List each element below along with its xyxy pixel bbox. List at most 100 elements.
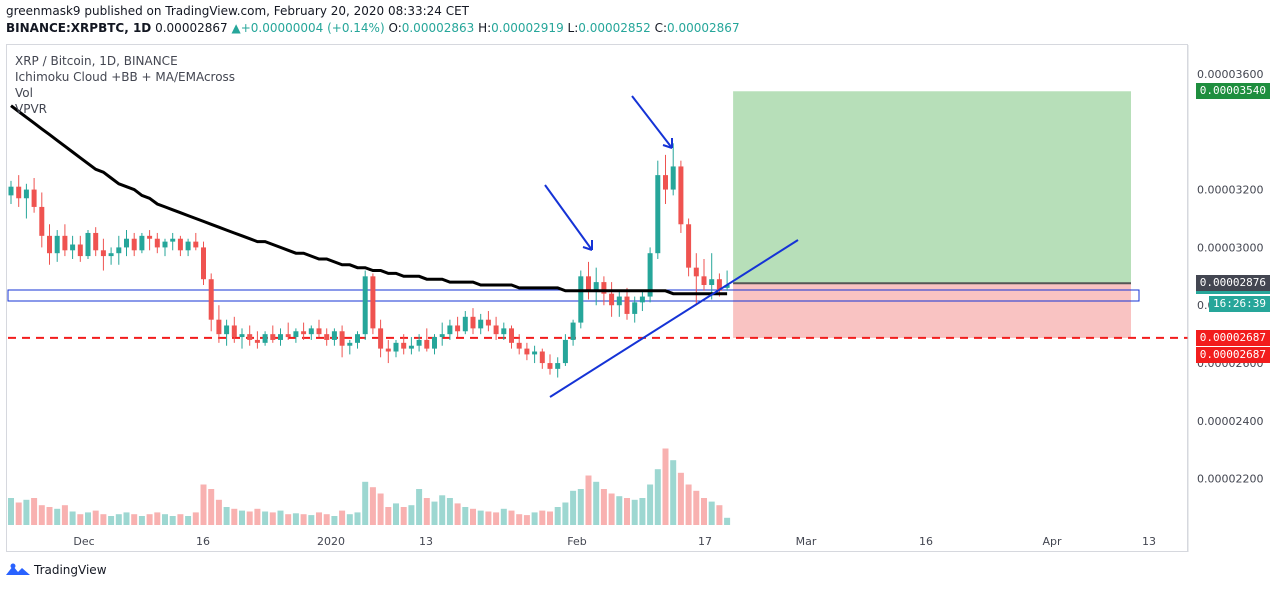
candle-body (31, 189, 37, 207)
candle-body (100, 250, 106, 257)
candle-body (154, 238, 160, 248)
arrow-head (582, 240, 593, 251)
volume-bar (624, 498, 630, 525)
close-label: C: (654, 21, 668, 35)
candle-body (216, 319, 222, 335)
volume-bar (316, 512, 322, 525)
candle-body (447, 325, 453, 335)
volume-bar (470, 508, 476, 525)
candle-body (339, 331, 345, 346)
candle-body (509, 328, 514, 343)
candle-body (616, 296, 622, 306)
candle-body (555, 363, 561, 369)
volume-bar (554, 507, 561, 525)
candle-body (709, 279, 715, 285)
candle-body (593, 282, 599, 291)
volume-bar (439, 495, 446, 525)
candle-body (285, 334, 291, 338)
volume-bar (647, 484, 654, 525)
candle-body (308, 328, 314, 335)
candle-body (609, 293, 615, 306)
candle-body (193, 241, 199, 248)
volume-bar (100, 514, 107, 525)
volume-bar (38, 505, 45, 525)
candle-body (539, 351, 545, 364)
volume-bar (547, 511, 553, 525)
candle-body (663, 175, 668, 190)
volume-bar (508, 510, 515, 525)
volume-bar (446, 498, 453, 525)
candle-body (347, 342, 353, 346)
x-tick-label: Feb (567, 535, 586, 548)
volume-bar (331, 516, 338, 525)
x-tick-label: 16 (919, 535, 933, 548)
volume-bar (15, 502, 22, 525)
candle-body (601, 282, 607, 294)
volume-bar (500, 508, 507, 525)
candle-body (462, 316, 468, 332)
volume-bar (192, 512, 199, 525)
open-label: O: (388, 21, 402, 35)
volume-bar (608, 493, 615, 525)
volume-bar (701, 498, 707, 525)
candle-body (716, 279, 722, 291)
volume-bar (177, 514, 184, 525)
volume-bar (539, 510, 546, 525)
volume-bar (92, 510, 99, 525)
volume-bar (300, 514, 307, 525)
symbol-label: BINANCE:XRPBTC, 1D (6, 21, 152, 35)
volume-bar (69, 511, 76, 525)
profit-zone (733, 91, 1131, 284)
tradingview-brand[interactable]: TradingView (6, 563, 107, 577)
high-label: H: (478, 21, 492, 35)
volume-bar (685, 484, 692, 525)
price-badge: 0.00003540 (1195, 83, 1270, 100)
annotation-arrow (631, 95, 673, 149)
candle-body (470, 316, 476, 329)
candle-body (39, 206, 45, 236)
volume-bar (562, 502, 569, 525)
volume-bar (362, 481, 369, 525)
candle-body (170, 238, 176, 242)
volume-bar (708, 501, 715, 525)
candle-body (485, 319, 491, 326)
volume-bar (339, 510, 346, 525)
volume-bar (631, 499, 638, 525)
volume-bar (654, 469, 661, 525)
candle-body (578, 276, 584, 323)
legend-volume[interactable]: Vol (15, 86, 33, 100)
change-value: +0.00000004 (+0.14%) (240, 21, 385, 35)
volume-bar (639, 498, 646, 525)
volume-bar (716, 505, 723, 525)
candle-body (201, 247, 206, 280)
legend-ichimoku[interactable]: Ichimoku Cloud +BB + MA/EMAcross (15, 70, 236, 84)
legend-vpvr[interactable]: VPVR (15, 102, 47, 116)
volume-bar (323, 514, 330, 525)
candle-body (8, 186, 14, 196)
candle-body (647, 253, 653, 297)
candle-body (185, 241, 191, 251)
candle-body (162, 241, 168, 248)
volume-bar (277, 510, 284, 525)
ma200-line (10, 104, 728, 296)
trend-line (549, 239, 799, 398)
volume-bar (600, 489, 607, 525)
candle-body (524, 348, 530, 355)
price-badge: 0.00002687 (1195, 346, 1270, 363)
volume-bar (477, 510, 484, 525)
price-badge: 0.00002876 (1195, 275, 1270, 292)
y-tick-label: 0.00003200 (1197, 184, 1263, 197)
arrow-up-icon: ▲ (231, 21, 241, 35)
candle-body (262, 334, 268, 343)
volume-bar (393, 503, 399, 525)
close-value: 0.00002867 (667, 21, 740, 35)
candle-body (316, 328, 322, 335)
x-tick-label: Apr (1042, 535, 1062, 548)
volume-bar (346, 514, 353, 525)
x-tick-label: Mar (796, 535, 817, 548)
candle-body (655, 175, 661, 254)
volume-bar (454, 503, 461, 525)
candle-body (701, 276, 707, 285)
volume-bar (200, 484, 207, 525)
